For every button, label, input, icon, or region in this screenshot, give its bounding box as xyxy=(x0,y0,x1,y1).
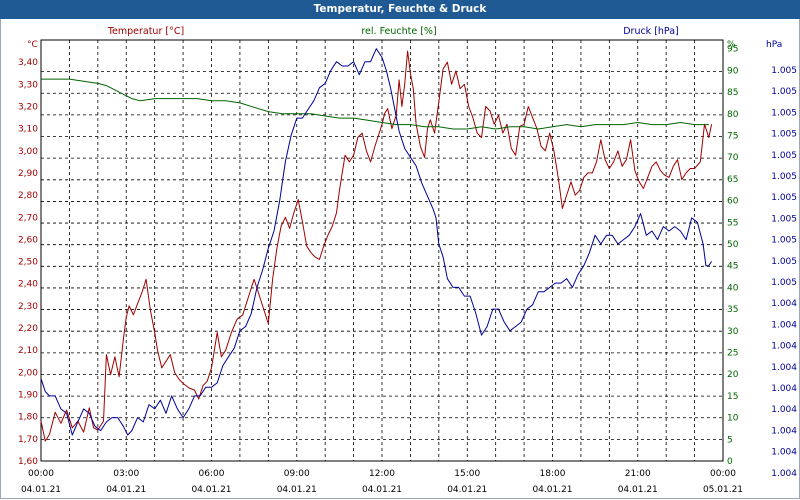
left-axis-tick-label: 3,40 xyxy=(18,58,38,68)
left-axis-tick-label: 3,30 xyxy=(18,80,38,90)
legend-humidity: rel. Feuchte [%] xyxy=(361,26,436,37)
pressure-axis-tick-label: 1.005 xyxy=(771,151,797,161)
temperature-series-line xyxy=(40,50,713,442)
pressure-axis-tick-label: 1.004 xyxy=(771,384,797,394)
right-axis-tick-label: 75 xyxy=(727,131,738,141)
x-axis-time-label: 15:00 xyxy=(454,469,480,479)
pressure-axis-tick-label: 1.005 xyxy=(771,87,797,97)
x-axis-date-label: 04.01.21 xyxy=(618,485,658,495)
right-axis-tick-label: 30 xyxy=(727,327,739,337)
right-axis-tick-label: 60 xyxy=(727,197,739,207)
pressure-axis-tick-label: 1.005 xyxy=(771,130,797,140)
pressure-axis-tick-label: 1.005 xyxy=(771,214,797,224)
right-axis-tick-label: 10 xyxy=(727,414,739,424)
left-axis-tick-label: 2,40 xyxy=(18,280,38,290)
right-axis-tick-label: 65 xyxy=(727,175,738,185)
chart-title-bar: Temperatur, Feuchte & Druck xyxy=(0,0,800,19)
x-axis-date-label: 04.01.21 xyxy=(447,485,487,495)
x-axis-time-label: 18:00 xyxy=(540,469,566,479)
right-axis-unit: % xyxy=(727,40,736,50)
right-axis-tick-label: 20 xyxy=(727,370,739,380)
left-axis-tick-label: 2,10 xyxy=(18,346,38,356)
pressure-axis-tick-label: 1.005 xyxy=(771,66,797,76)
pressure-axis-tick-label: 1.004 xyxy=(771,342,797,352)
pressure-axis-tick-label: 1.004 xyxy=(771,469,797,479)
left-axis-tick-label: 3,10 xyxy=(18,125,38,135)
pressure-axis-tick-label: 1.005 xyxy=(771,278,797,288)
left-axis-tick-label: 1,80 xyxy=(18,413,38,423)
x-axis-time-label: 09:00 xyxy=(284,469,310,479)
x-axis-time-label: 06:00 xyxy=(199,469,225,479)
pressure-axis-tick-label: 1.004 xyxy=(771,363,797,373)
right-axis-tick-label: 25 xyxy=(727,348,738,358)
pressure-axis-tick-label: 1.004 xyxy=(771,405,797,415)
right-axis-tick-label: 50 xyxy=(727,240,739,250)
left-axis-tick-label: 2,00 xyxy=(18,368,38,378)
x-axis-time-label: 21:00 xyxy=(625,469,651,479)
x-axis-time-label: 03:00 xyxy=(113,469,139,479)
pressure-axis-tick-label: 1.005 xyxy=(771,236,797,246)
left-axis-tick-label: 2,80 xyxy=(18,191,38,201)
right-axis-tick-label: 5 xyxy=(727,435,733,445)
right-axis-tick-label: 85 xyxy=(727,88,738,98)
chart-title: Temperatur, Feuchte & Druck xyxy=(313,3,487,15)
right-axis-tick-label: 0 xyxy=(727,457,733,467)
legend-temperature: Temperatur [°C] xyxy=(107,26,184,37)
x-axis-date-label: 04.01.21 xyxy=(191,485,231,495)
left-axis-tick-label: 2,70 xyxy=(18,213,38,223)
x-axis-date-label: 04.01.21 xyxy=(362,485,402,495)
pressure-axis-tick-label: 1.005 xyxy=(771,108,797,118)
right-axis-tick-label: 15 xyxy=(727,392,738,402)
chart-frame: 3,40 3,30 3,20 3,10 3,00 2,90 2,80 2,70 2,60 2,50… xyxy=(0,19,800,499)
right-axis-tick-label: 45 xyxy=(727,262,738,272)
left-axis-tick-label: 3,00 xyxy=(18,147,38,157)
x-axis-date-label: 04.01.21 xyxy=(277,485,317,495)
pressure-axis-tick-label: 1.005 xyxy=(771,193,797,203)
left-axis-tick-label: 2,60 xyxy=(18,235,38,245)
pressure-axis-unit: hPa xyxy=(766,40,782,50)
left-axis-tick-label: 1,60 xyxy=(18,457,38,467)
left-axis-tick-label: 3,20 xyxy=(18,102,38,112)
humidity-series-line xyxy=(41,78,709,130)
x-axis-date-label: 05.01.21 xyxy=(703,485,743,495)
left-axis-tick-label: 2,50 xyxy=(18,258,38,268)
left-axis-unit: °C xyxy=(27,40,38,50)
legend-pressure: Druck [hPa] xyxy=(623,26,679,37)
left-axis-tick-label: 2,20 xyxy=(18,324,38,334)
right-axis-tick-label: 40 xyxy=(727,283,739,293)
pressure-axis-tick-label: 1.004 xyxy=(771,448,797,458)
x-axis-date-label: 04.01.21 xyxy=(106,485,146,495)
pressure-axis-tick-label: 1.004 xyxy=(771,426,797,436)
x-axis-time-label: 00:00 xyxy=(28,469,54,479)
weather-chart: 3,40 3,30 3,20 3,10 3,00 2,90 2,80 2,70 2,60 2,50… xyxy=(18,26,797,495)
x-axis-time-label: 12:00 xyxy=(369,469,395,479)
pressure-axis-tick-label: 1.005 xyxy=(771,257,797,267)
right-axis-tick-label: 80 xyxy=(727,110,739,120)
x-axis-time-label: 00:00 xyxy=(710,469,736,479)
x-axis-date-label: 04.01.21 xyxy=(21,485,61,495)
right-axis-tick-label: 95 xyxy=(727,45,738,55)
right-axis-tick-label: 90 xyxy=(727,66,739,76)
left-axis-tick-label: 1,90 xyxy=(18,391,38,401)
right-axis-tick-label: 55 xyxy=(727,218,738,228)
left-axis-tick-label: 2,30 xyxy=(18,302,38,312)
right-axis-tick-label: 70 xyxy=(727,153,739,163)
x-axis-date-label: 04.01.21 xyxy=(532,485,572,495)
pressure-axis-tick-label: 1.004 xyxy=(771,299,797,309)
right-axis-tick-label: 35 xyxy=(727,305,738,315)
pressure-axis-tick-label: 1.005 xyxy=(771,172,797,182)
left-axis-tick-label: 2,90 xyxy=(18,169,38,179)
pressure-series-line xyxy=(40,48,713,436)
pressure-axis-tick-label: 1.004 xyxy=(771,320,797,330)
left-axis-tick-label: 1,70 xyxy=(18,435,38,445)
